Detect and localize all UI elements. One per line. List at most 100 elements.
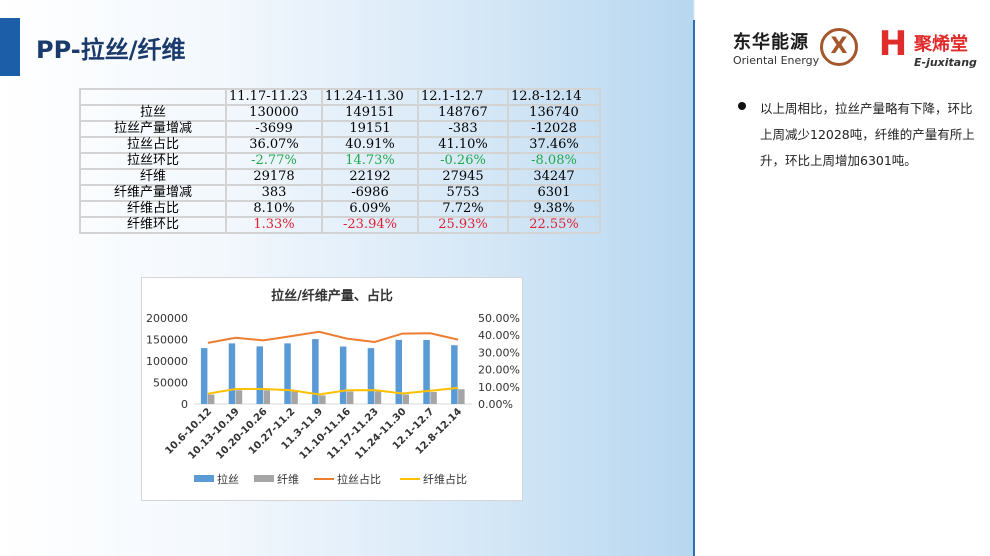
bar-拉丝: [256, 346, 263, 404]
oriental-logo-cn: 东华能源: [733, 32, 809, 53]
bar-纤维: [235, 390, 243, 404]
table-cell: 1.33%: [225, 216, 323, 234]
commentary-bullet: 以上周相比，拉丝产量略有下降，环比上周减少12028吨，纤维的产量有所上升，环比…: [738, 96, 978, 174]
legend-label: 纤维: [277, 473, 299, 486]
table-row: 纤维产量增减 383 -6986 5753 6301: [79, 184, 601, 202]
bar-纤维: [319, 395, 326, 404]
table-cell: 6.09%: [321, 200, 419, 218]
bar-纤维: [207, 394, 215, 404]
table-header-cell: 11.17-11.23: [225, 88, 323, 106]
table-cell: 383: [225, 184, 323, 202]
y-right-tick-label: 30.00%: [478, 346, 520, 359]
table-cell: 6301: [507, 184, 601, 202]
table-row: 纤维环比 1.33% -23.94% 25.93% 22.55%: [79, 216, 601, 234]
table-cell: 22192: [321, 168, 419, 186]
title-accent-bar: [0, 18, 20, 76]
row-label: 拉丝产量增减: [79, 120, 227, 138]
table-header-cell: [79, 88, 227, 106]
y-left-tick-label: 100000: [146, 355, 188, 368]
production-chart: 拉丝/纤维产量、占比 200000 150000 100000 50000 0 50.00…: [141, 277, 523, 501]
table-row: 拉丝 130000 149151 148767 136740: [79, 104, 601, 122]
table-row: 拉丝产量增减 -3699 19151 -383 -12028: [79, 120, 601, 138]
table-cell: -0.26%: [417, 152, 509, 170]
oriental-energy-logo: 东华能源 Oriental Energy: [733, 28, 819, 67]
oriental-emblem-icon: X: [820, 28, 858, 66]
bar-纤维: [263, 390, 270, 404]
table-row: 纤维占比 8.10% 6.09% 7.72% 9.38%: [79, 200, 601, 218]
table-cell: 25.93%: [417, 216, 509, 234]
vertical-divider: [693, 20, 695, 556]
legend-swatch-纤维: [254, 475, 274, 482]
y-right-tick-label: 20.00%: [478, 364, 520, 377]
table-cell: -8.08%: [507, 152, 601, 170]
legend-label: 纤维占比: [423, 472, 467, 486]
table-header-cell: 11.24-11.30: [321, 88, 419, 106]
commentary-text: 以上周相比，拉丝产量略有下降，环比上周减少12028吨，纤维的产量有所上升，环比…: [760, 101, 975, 168]
table-cell: -12028: [507, 120, 601, 138]
row-label: 纤维: [79, 168, 227, 186]
y-left-tick-label: 200000: [146, 312, 188, 325]
production-table: 11.17-11.23 11.24-11.30 12.1-12.7 12.8-1…: [79, 88, 601, 234]
bar-纤维: [291, 391, 298, 404]
line-纤维占比: [207, 386, 459, 396]
legend-label: 拉丝: [217, 472, 239, 486]
y-right-tick-label: 40.00%: [478, 329, 520, 342]
bar-纤维: [346, 391, 354, 404]
row-label: 纤维产量增减: [79, 184, 227, 202]
y-left-tick-label: 0: [181, 398, 188, 411]
y-right-tick-label: 0.00%: [478, 398, 513, 411]
table-cell: 40.91%: [321, 136, 419, 154]
bar-拉丝: [284, 343, 291, 404]
row-label: 拉丝: [79, 104, 227, 122]
bar-拉丝: [423, 340, 430, 404]
bar-拉丝: [312, 339, 319, 404]
bar-纤维: [374, 391, 382, 404]
table-header-cell: 12.1-12.7: [417, 88, 509, 106]
table-cell: 8.10%: [225, 200, 323, 218]
table-header-row: 11.17-11.23 11.24-11.30 12.1-12.7 12.8-1…: [79, 88, 601, 106]
y-left-tick-label: 50000: [153, 377, 188, 390]
juxitang-logo: 聚烯堂 E-juxitang: [914, 30, 977, 69]
table-cell: -6986: [321, 184, 419, 202]
bar-拉丝: [339, 346, 347, 404]
table-cell: 41.10%: [417, 136, 509, 154]
row-label: 拉丝环比: [79, 152, 227, 170]
table-cell: 136740: [507, 104, 601, 122]
table-cell: 19151: [321, 120, 419, 138]
bar-拉丝: [451, 345, 458, 404]
legend-swatch-拉丝: [194, 475, 214, 482]
bar-拉丝: [367, 348, 375, 404]
bar-纤维: [458, 389, 465, 404]
bar-拉丝: [395, 339, 402, 404]
row-label: 纤维占比: [79, 200, 227, 218]
table-row: 纤维 29178 22192 27945 34247: [79, 168, 601, 186]
legend-label: 拉丝占比: [337, 472, 381, 486]
y-left-tick-label: 150000: [146, 334, 188, 347]
table-cell: 149151: [321, 104, 419, 122]
slide-title: PP-拉丝/纤维: [36, 36, 186, 64]
table-row: 拉丝环比 -2.77% 14.73% -0.26% -8.08%: [79, 152, 601, 170]
table-cell: 130000: [225, 104, 323, 122]
table-cell: -23.94%: [321, 216, 419, 234]
table-cell: 34247: [507, 168, 601, 186]
table-cell: 36.07%: [225, 136, 323, 154]
juxitang-emblem-icon: H: [878, 24, 908, 64]
juxitang-logo-cn: 聚烯堂: [914, 34, 968, 55]
table-cell: 27945: [417, 168, 509, 186]
right-panel: [695, 0, 990, 556]
bullet-dot-icon: [738, 102, 746, 110]
table-cell: 14.73%: [321, 152, 419, 170]
chart-svg: 拉丝/纤维产量、占比 200000 150000 100000 50000 0 50.00…: [146, 288, 520, 486]
juxitang-logo-en: E-juxitang: [914, 56, 977, 69]
bar-拉丝: [228, 343, 236, 404]
table-cell: 22.55%: [507, 216, 601, 234]
line-拉丝占比: [207, 330, 459, 344]
bar-拉丝: [200, 348, 208, 404]
table-header-cell: 12.8-12.14: [507, 88, 601, 106]
table-cell: -3699: [225, 120, 323, 138]
table-cell: 29178: [225, 168, 323, 186]
oriental-logo-en: Oriental Energy: [733, 54, 820, 67]
chart-title: 拉丝/纤维产量、占比: [271, 288, 393, 304]
y-right-tick-label: 50.00%: [478, 312, 520, 325]
table-cell: 148767: [417, 104, 509, 122]
